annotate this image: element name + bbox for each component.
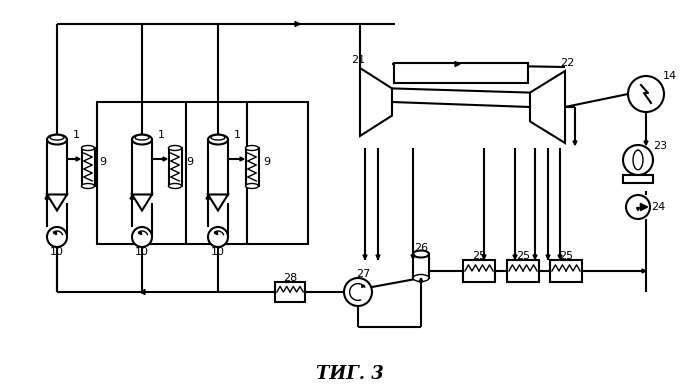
Polygon shape (76, 157, 80, 161)
Bar (246, 148, 258, 186)
Polygon shape (163, 157, 167, 161)
Polygon shape (208, 194, 228, 211)
Ellipse shape (81, 183, 94, 189)
Polygon shape (530, 71, 565, 143)
Ellipse shape (132, 134, 152, 145)
Bar (81, 148, 94, 186)
Text: 21: 21 (351, 55, 365, 65)
Polygon shape (533, 255, 537, 259)
Polygon shape (140, 290, 145, 294)
Polygon shape (132, 194, 152, 211)
Circle shape (626, 195, 650, 219)
Polygon shape (482, 255, 486, 259)
Bar (169, 148, 181, 186)
Bar (550, 260, 582, 282)
Polygon shape (455, 62, 460, 67)
Text: 9: 9 (99, 157, 106, 167)
Polygon shape (644, 141, 648, 145)
Text: 27: 27 (356, 269, 370, 279)
Polygon shape (240, 157, 244, 161)
Bar (47, 140, 67, 194)
Text: 10: 10 (50, 247, 64, 257)
Bar (208, 140, 228, 194)
Bar (463, 260, 495, 282)
Polygon shape (47, 194, 67, 211)
Text: ΤИГ. 3: ΤИГ. 3 (316, 365, 384, 383)
Text: 1: 1 (73, 130, 80, 140)
Polygon shape (558, 255, 562, 259)
Bar (413, 254, 429, 278)
Polygon shape (363, 255, 367, 259)
Text: 28: 28 (283, 273, 297, 283)
Ellipse shape (246, 145, 258, 151)
Polygon shape (130, 195, 134, 199)
Bar (394, 63, 528, 83)
Text: 1: 1 (234, 130, 241, 140)
Bar (623, 175, 653, 183)
Bar (275, 282, 305, 302)
Ellipse shape (246, 183, 258, 189)
Polygon shape (642, 269, 646, 273)
Polygon shape (376, 255, 380, 259)
Polygon shape (206, 195, 210, 199)
Polygon shape (360, 68, 392, 136)
Polygon shape (53, 232, 57, 235)
Polygon shape (45, 195, 49, 199)
Ellipse shape (135, 135, 149, 140)
Polygon shape (513, 255, 517, 259)
Polygon shape (419, 278, 423, 282)
Text: 25: 25 (559, 251, 573, 261)
Text: 9: 9 (186, 157, 194, 167)
Circle shape (628, 76, 664, 112)
Text: 14: 14 (663, 71, 677, 81)
Polygon shape (636, 208, 640, 211)
Polygon shape (214, 232, 218, 235)
Ellipse shape (211, 135, 225, 140)
Ellipse shape (47, 134, 67, 145)
Circle shape (344, 278, 372, 306)
Polygon shape (362, 285, 365, 288)
Ellipse shape (413, 274, 429, 281)
Ellipse shape (81, 145, 94, 151)
Ellipse shape (169, 145, 181, 151)
Circle shape (208, 227, 228, 247)
Ellipse shape (50, 135, 64, 140)
Bar (132, 140, 152, 194)
Text: 9: 9 (263, 157, 271, 167)
Text: 25: 25 (516, 251, 530, 261)
Polygon shape (295, 22, 300, 27)
Circle shape (47, 227, 67, 247)
Polygon shape (411, 255, 415, 259)
Circle shape (623, 145, 653, 175)
Text: 24: 24 (651, 202, 665, 212)
Circle shape (132, 227, 152, 247)
Ellipse shape (208, 134, 228, 145)
Ellipse shape (413, 250, 429, 258)
Text: 10: 10 (211, 247, 225, 257)
Polygon shape (573, 141, 577, 145)
Bar (97, 102, 308, 244)
Polygon shape (640, 203, 648, 211)
Text: 1: 1 (158, 130, 164, 140)
Bar (507, 260, 539, 282)
Ellipse shape (169, 183, 181, 189)
Polygon shape (139, 232, 141, 235)
Text: 26: 26 (414, 243, 428, 253)
Text: 22: 22 (560, 58, 574, 68)
Polygon shape (546, 255, 550, 259)
Text: 10: 10 (135, 247, 149, 257)
Text: 23: 23 (653, 141, 667, 151)
Text: 25: 25 (472, 251, 486, 261)
